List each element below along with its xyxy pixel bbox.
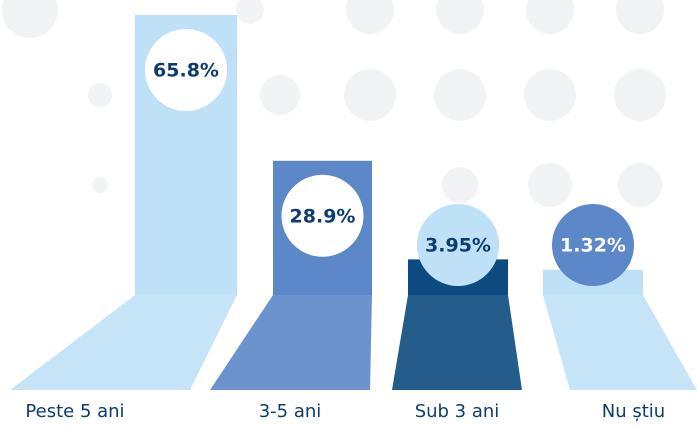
value-badge [417,204,499,286]
category-label: Nu știu [602,401,665,422]
value-label: 65.8% [153,60,219,82]
value-badge [145,29,227,111]
bar-floor [210,295,372,390]
value-label: 28.9% [290,205,356,227]
category-label: Peste 5 ani [25,401,124,422]
bar-floor [392,295,522,390]
value-label: 3.95% [425,235,491,257]
bar-floor [543,295,697,390]
value-badge [281,174,364,257]
value-badge [552,204,634,286]
background-dots [2,0,666,207]
bar-floor [10,295,237,390]
value-label: 1.32% [560,235,626,257]
category-label: Sub 3 ani [415,401,500,422]
category-label: 3-5 ani [259,401,322,422]
